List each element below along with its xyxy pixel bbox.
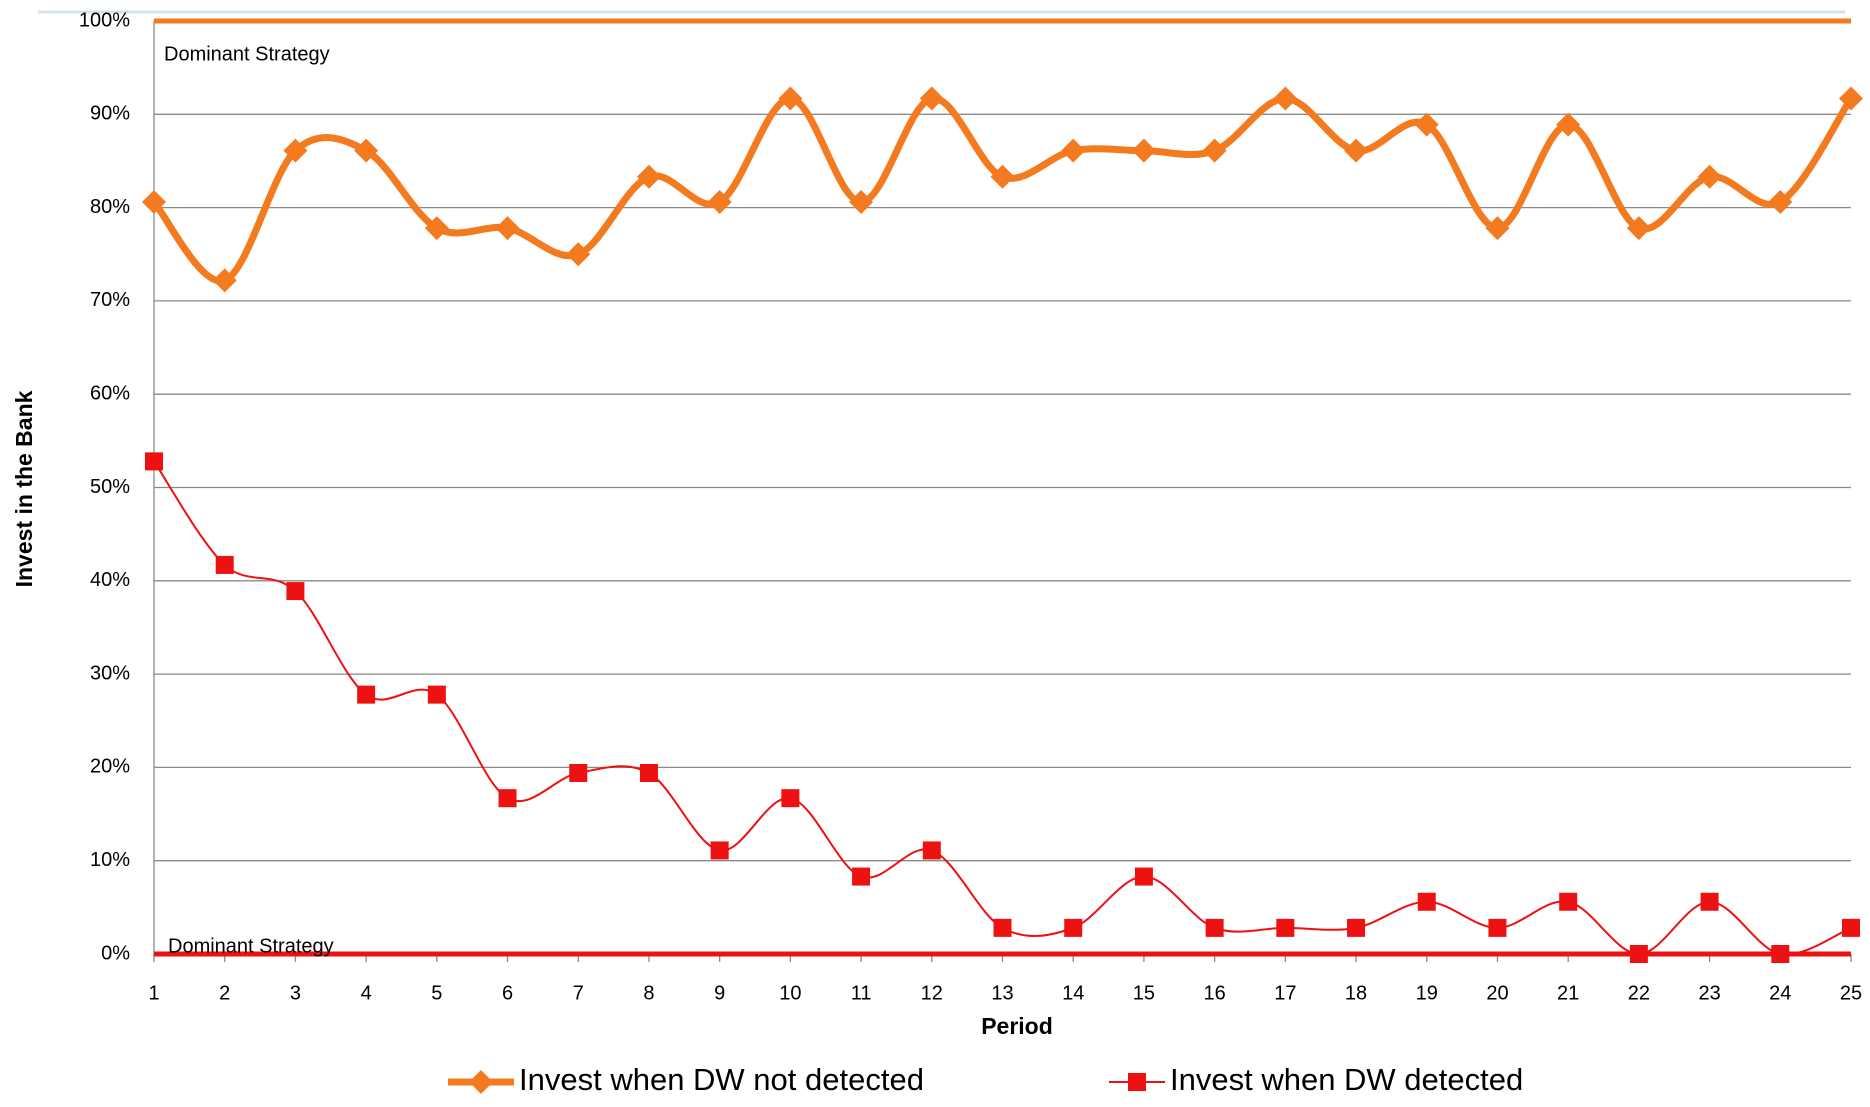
x-tick-label: 14 [1062, 982, 1084, 1004]
data-point [1697, 164, 1722, 189]
y-tick-label: 60% [90, 382, 130, 404]
data-point [1205, 918, 1224, 937]
data-point [1488, 918, 1507, 937]
data-point [357, 685, 376, 704]
series-line [153, 460, 1852, 956]
x-tick-label: 24 [1769, 982, 1791, 1004]
data-point [1417, 892, 1436, 911]
data-point [1839, 86, 1863, 111]
data-point [1626, 216, 1651, 241]
x-tick-label: 8 [643, 982, 654, 1004]
x-tick-label: 5 [431, 982, 442, 1004]
data-point [1064, 918, 1083, 937]
data-point [212, 268, 237, 293]
data-point [1276, 918, 1295, 937]
y-tick-label: 70% [90, 289, 130, 311]
data-point [639, 763, 658, 782]
x-tick-label: 9 [714, 982, 725, 1004]
y-tick-label: 30% [90, 662, 130, 684]
y-tick-label: 50% [90, 476, 130, 498]
x-tick-label: 18 [1345, 982, 1367, 1004]
data-point [1273, 86, 1298, 111]
y-tick-label: 0% [101, 942, 130, 964]
data-point [919, 86, 944, 111]
x-tick-label: 16 [1204, 982, 1226, 1004]
x-tick-label: 15 [1133, 982, 1155, 1004]
data-point [922, 841, 941, 860]
x-tick-label: 11 [851, 982, 872, 1004]
x-axis-label: Period [981, 1013, 1053, 1039]
data-point [993, 918, 1012, 937]
x-tick-label: 22 [1628, 982, 1650, 1004]
y-tick-label: 100% [79, 9, 130, 31]
x-tick-label: 21 [1557, 982, 1579, 1004]
data-point [283, 138, 308, 163]
data-point [495, 216, 520, 241]
data-point [852, 867, 871, 886]
data-point [710, 841, 729, 860]
data-point [1134, 867, 1153, 886]
x-tick-label: 20 [1486, 982, 1508, 1004]
x-tick-label: 6 [502, 982, 513, 1004]
x-tick-label: 25 [1840, 982, 1862, 1004]
data-point [498, 789, 517, 808]
x-tick-label: 7 [573, 982, 584, 1004]
y-tick-label: 40% [90, 569, 130, 591]
data-point [424, 216, 449, 241]
data-point [427, 685, 446, 704]
x-tick-label: 13 [991, 982, 1013, 1004]
data-point [354, 138, 379, 163]
x-tick-label: 1 [148, 982, 159, 1004]
legend-label: Invest when DW detected [1170, 1062, 1523, 1097]
data-point [569, 763, 588, 782]
y-axis-label: Invest in the Bank [11, 390, 37, 587]
reference-label: Dominant Strategy [164, 43, 330, 65]
x-tick-label: 19 [1416, 982, 1438, 1004]
legend-label: Invest when DW not detected [519, 1062, 924, 1097]
data-point [1559, 892, 1578, 911]
data-point [781, 789, 800, 808]
data-point [1202, 138, 1227, 163]
data-point [849, 190, 874, 215]
x-tick-label: 10 [779, 982, 801, 1004]
legend-marker [1128, 1073, 1146, 1091]
data-point [778, 86, 803, 111]
y-tick-label: 80% [90, 196, 130, 218]
data-point [707, 190, 732, 215]
y-tick-label: 20% [90, 756, 130, 778]
x-tick-label: 12 [921, 982, 943, 1004]
data-point [1414, 112, 1439, 137]
data-point [145, 452, 163, 471]
x-tick-label: 2 [219, 982, 230, 1004]
data-point [1771, 945, 1790, 963]
data-point [636, 164, 661, 189]
x-tick-label: 17 [1274, 982, 1296, 1004]
data-point [1485, 216, 1510, 241]
data-point [142, 190, 166, 215]
legend-marker [469, 1070, 493, 1094]
data-point [286, 582, 305, 601]
x-tick-label: 3 [290, 982, 301, 1004]
x-tick-label: 23 [1698, 982, 1720, 1004]
series-line [151, 94, 1854, 285]
data-point [566, 242, 591, 267]
data-point [1131, 138, 1156, 163]
data-point [1556, 112, 1581, 137]
data-point [1629, 945, 1648, 963]
data-point [1061, 138, 1086, 163]
data-point [1700, 892, 1719, 911]
y-tick-label: 90% [90, 103, 130, 125]
data-point [1842, 918, 1860, 937]
data-point [215, 555, 234, 574]
data-point [1347, 918, 1366, 937]
data-point [1344, 138, 1369, 163]
reference-label: Dominant Strategy [168, 935, 334, 957]
data-point [1768, 190, 1793, 215]
y-tick-label: 10% [90, 849, 130, 871]
x-tick-label: 4 [361, 982, 372, 1004]
data-point [990, 164, 1015, 189]
